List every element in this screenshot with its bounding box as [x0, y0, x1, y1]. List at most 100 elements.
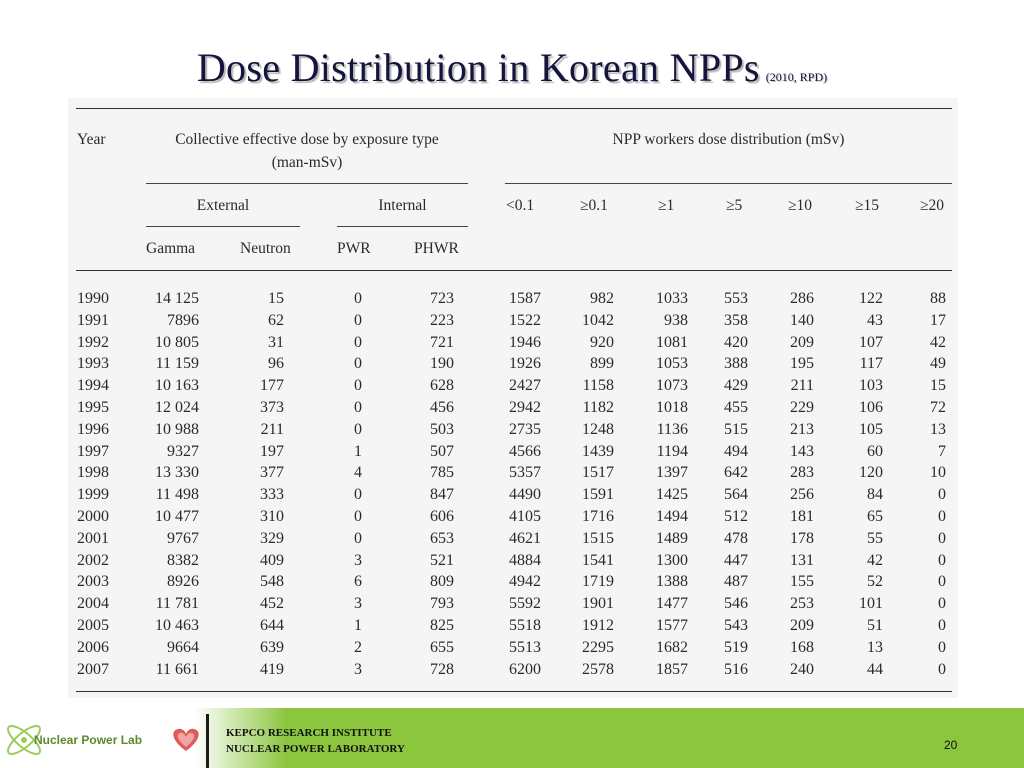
table-cell-year: 1998	[77, 464, 109, 482]
table-cell-phwr: 655	[430, 638, 454, 656]
table-cell-lt0.1: 5592	[509, 595, 541, 613]
table-cell-ge5: 543	[724, 617, 748, 634]
table-cell-year: 1991	[77, 311, 109, 329]
table-cell-ge10: 229	[790, 399, 814, 416]
table-cell-ge1: 1300	[656, 551, 688, 569]
table-cell-ge15: 60	[867, 442, 883, 460]
table-cell-pwr: 0	[354, 486, 362, 504]
table-cell-pwr: 2	[354, 638, 362, 656]
footer-divider	[206, 714, 209, 768]
table-cell-ge20: 49	[930, 355, 946, 373]
table-cell-pwr: 0	[354, 399, 362, 416]
table-cell-phwr: 190	[430, 355, 454, 373]
table-cell-ge10: 168	[790, 638, 814, 656]
table-cell-ge10: 286	[790, 290, 814, 307]
table-cell-gamma: 14 125	[155, 290, 199, 307]
table-cell-gamma: 7896	[167, 311, 199, 329]
table-cell-lt0.1: 4490	[509, 486, 541, 504]
table-cell-ge10: 131	[790, 551, 814, 569]
table-cell-ge0.1: 1439	[582, 442, 614, 460]
table-cell-year: 1994	[77, 377, 109, 395]
table-cell-lt0.1: 4942	[509, 573, 541, 591]
table-cell-ge20: 88	[930, 290, 946, 307]
table-cell-ge15: 44	[867, 660, 883, 678]
table-cell-ge5: 553	[724, 290, 748, 307]
table-cell-ge15: 106	[859, 399, 883, 416]
table-cell-ge15: 13	[867, 638, 883, 656]
table-cell-ge20: 15	[930, 377, 946, 395]
slide-title-container: Dose Distribution in Korean NPPs (2010, R…	[0, 44, 1024, 91]
table-cell-ge10: 155	[790, 573, 814, 591]
table-cell-phwr: 723	[430, 290, 454, 307]
slide-title-note: (2010, RPD)	[765, 70, 828, 84]
table-cell-ge5: 546	[724, 595, 748, 613]
table-cell-pwr: 0	[354, 333, 362, 351]
table-cell-phwr: 793	[430, 595, 454, 613]
table-cell-gamma: 11 159	[155, 355, 199, 373]
table-cell-neutron: 329	[260, 529, 284, 547]
table-cell-lt0.1: 4884	[509, 551, 541, 569]
table-cell-neutron: 452	[260, 595, 284, 613]
table-cell-lt0.1: 5518	[509, 617, 541, 634]
table-cell-ge5: 515	[724, 420, 748, 438]
table-cell-ge5: 447	[724, 551, 748, 569]
table-cell-ge20: 0	[938, 529, 946, 547]
table-cell-ge0.1: 982	[590, 290, 614, 307]
table-cell-ge15: 117	[859, 355, 883, 373]
table-cell-neutron: 644	[260, 617, 284, 634]
table-cell-phwr: 628	[430, 377, 454, 395]
table-cell-gamma: 11 498	[155, 486, 199, 504]
table-cell-lt0.1: 4621	[509, 529, 541, 547]
table-cell-ge5: 512	[724, 508, 748, 525]
table-cell-year: 1992	[77, 333, 109, 351]
year-header: Year	[77, 131, 106, 148]
table-cell-neutron: 96	[268, 355, 284, 373]
table-cell-ge0.1: 2295	[582, 638, 614, 656]
table-cell-ge10: 283	[790, 464, 814, 482]
table-cell-year: 1993	[77, 355, 109, 373]
table-cell-neutron: 377	[260, 464, 284, 482]
table-cell-ge1: 1136	[656, 420, 688, 438]
table-cell-ge20: 0	[938, 486, 946, 504]
table-cell-gamma: 8926	[167, 573, 199, 591]
collective-header-line1: Collective effective dose by exposure ty…	[175, 131, 439, 148]
table-cell-ge1: 1857	[656, 660, 688, 678]
phwr-header: PHWR	[414, 240, 459, 257]
internal-rule	[337, 226, 468, 227]
table-cell-ge15: 52	[867, 573, 883, 591]
table-cell-year: 2007	[77, 660, 109, 678]
table-cell-lt0.1: 4566	[509, 442, 541, 460]
table-scan-area	[68, 98, 958, 698]
table-cell-ge15: 65	[867, 508, 883, 525]
table-cell-ge20: 7	[938, 442, 946, 460]
table-cell-ge5: 429	[724, 377, 748, 395]
table-cell-lt0.1: 5357	[509, 464, 541, 482]
table-cell-neutron: 177	[260, 377, 284, 395]
table-cell-ge1: 1033	[656, 290, 688, 307]
table-cell-ge0.1: 1042	[582, 311, 614, 329]
table-cell-ge15: 103	[859, 377, 883, 395]
table-cell-pwr: 0	[354, 355, 362, 373]
table-cell-ge20: 17	[930, 311, 946, 329]
table-cell-ge5: 478	[724, 529, 748, 547]
pwr-header: PWR	[337, 240, 371, 257]
table-cell-ge0.1: 1716	[582, 508, 614, 525]
dist-header-ge15: ≥15	[855, 197, 880, 214]
table-cell-ge5: 358	[724, 311, 748, 329]
table-cell-phwr: 606	[430, 508, 454, 525]
table-cell-ge0.1: 1901	[582, 595, 614, 613]
table-cell-gamma: 13 330	[155, 464, 199, 482]
table-cell-ge5: 388	[724, 355, 748, 373]
table-cell-ge5: 519	[724, 638, 748, 656]
table-cell-ge10: 253	[790, 595, 814, 613]
kepco-logo-icon	[173, 728, 199, 751]
neutron-header: Neutron	[240, 240, 291, 257]
table-cell-phwr: 728	[430, 660, 454, 678]
table-cell-neutron: 31	[268, 333, 284, 351]
table-cell-pwr: 3	[354, 660, 362, 678]
table-cell-ge15: 120	[859, 464, 883, 482]
table-cell-phwr: 503	[430, 420, 454, 438]
table-cell-pwr: 0	[354, 290, 362, 307]
table-cell-ge10: 240	[790, 660, 814, 678]
dist-header-ge1: ≥1	[658, 197, 675, 214]
